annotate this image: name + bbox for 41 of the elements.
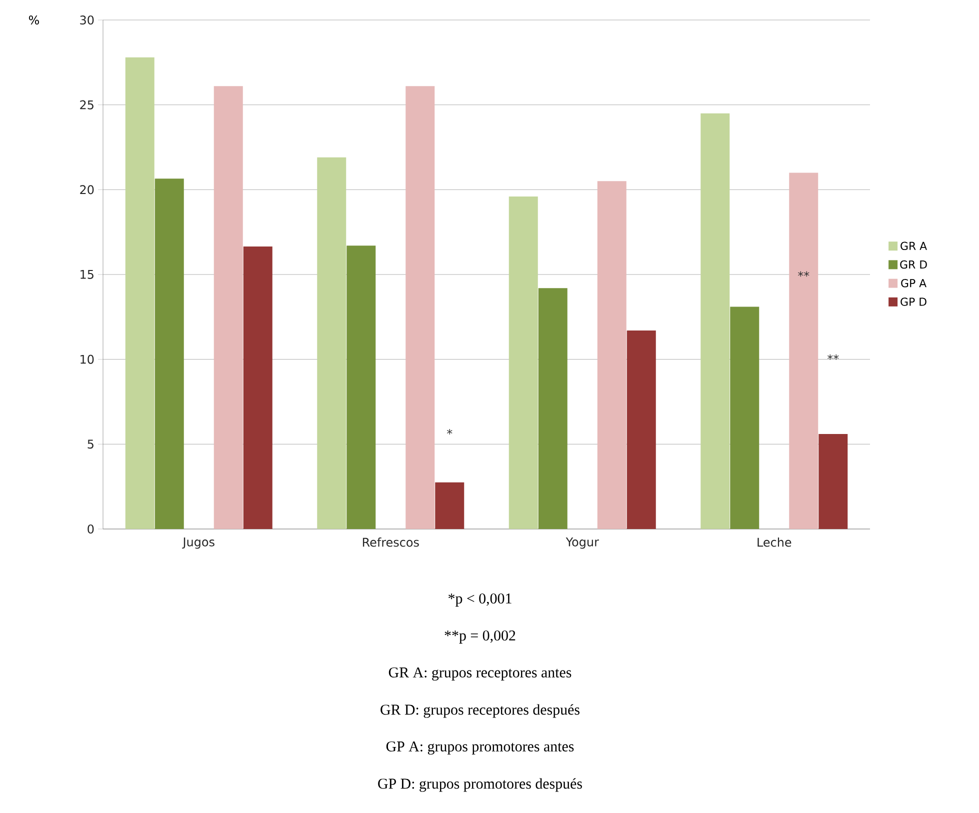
text: *p < 0,001 [448, 593, 512, 607]
bar [125, 57, 154, 529]
legend-label: GR A [900, 242, 927, 250]
y-tick-label: 25 [80, 100, 94, 110]
x-tick-label: Leche [758, 538, 792, 547]
x-tick-label: Yogur [566, 538, 599, 549]
bar [406, 86, 435, 529]
y-tick-label: 30 [80, 15, 94, 25]
text: GR D: grupos receptores después [380, 704, 580, 718]
bar [730, 306, 760, 529]
annotation: ** [828, 354, 839, 360]
bar [818, 434, 848, 529]
y-axis-title: % [28, 15, 39, 25]
y-tick-label: 0 [88, 524, 94, 534]
text: GR A: grupos receptores antes [388, 667, 572, 681]
bar [435, 482, 464, 529]
legend-label: GP D [900, 298, 926, 306]
bar [154, 178, 184, 529]
text: GP A: grupos promotores antes [386, 741, 574, 755]
bar [508, 196, 538, 529]
y-tick-label: 5 [88, 440, 94, 449]
bar [626, 330, 656, 529]
text: GP D: grupos promotores después [378, 778, 582, 792]
legend-label: GR D [900, 260, 927, 269]
bar [214, 86, 243, 529]
bar [789, 172, 818, 529]
bar [346, 246, 376, 529]
bar [243, 246, 272, 529]
bar [700, 113, 730, 529]
x-tick-label: Jugos [182, 538, 214, 549]
y-tick-label: 15 [80, 270, 94, 279]
x-tick-label: Refrescos [362, 538, 419, 547]
y-tick-label: 10 [80, 354, 94, 364]
text: **p = 0,002 [444, 630, 516, 644]
bar [317, 157, 346, 529]
legend-label: GP A [901, 279, 926, 288]
bar [597, 181, 626, 529]
y-tick-label: 20 [80, 185, 94, 194]
bar [538, 288, 568, 529]
annotation: ** [798, 271, 810, 277]
annotation: * [446, 429, 452, 434]
